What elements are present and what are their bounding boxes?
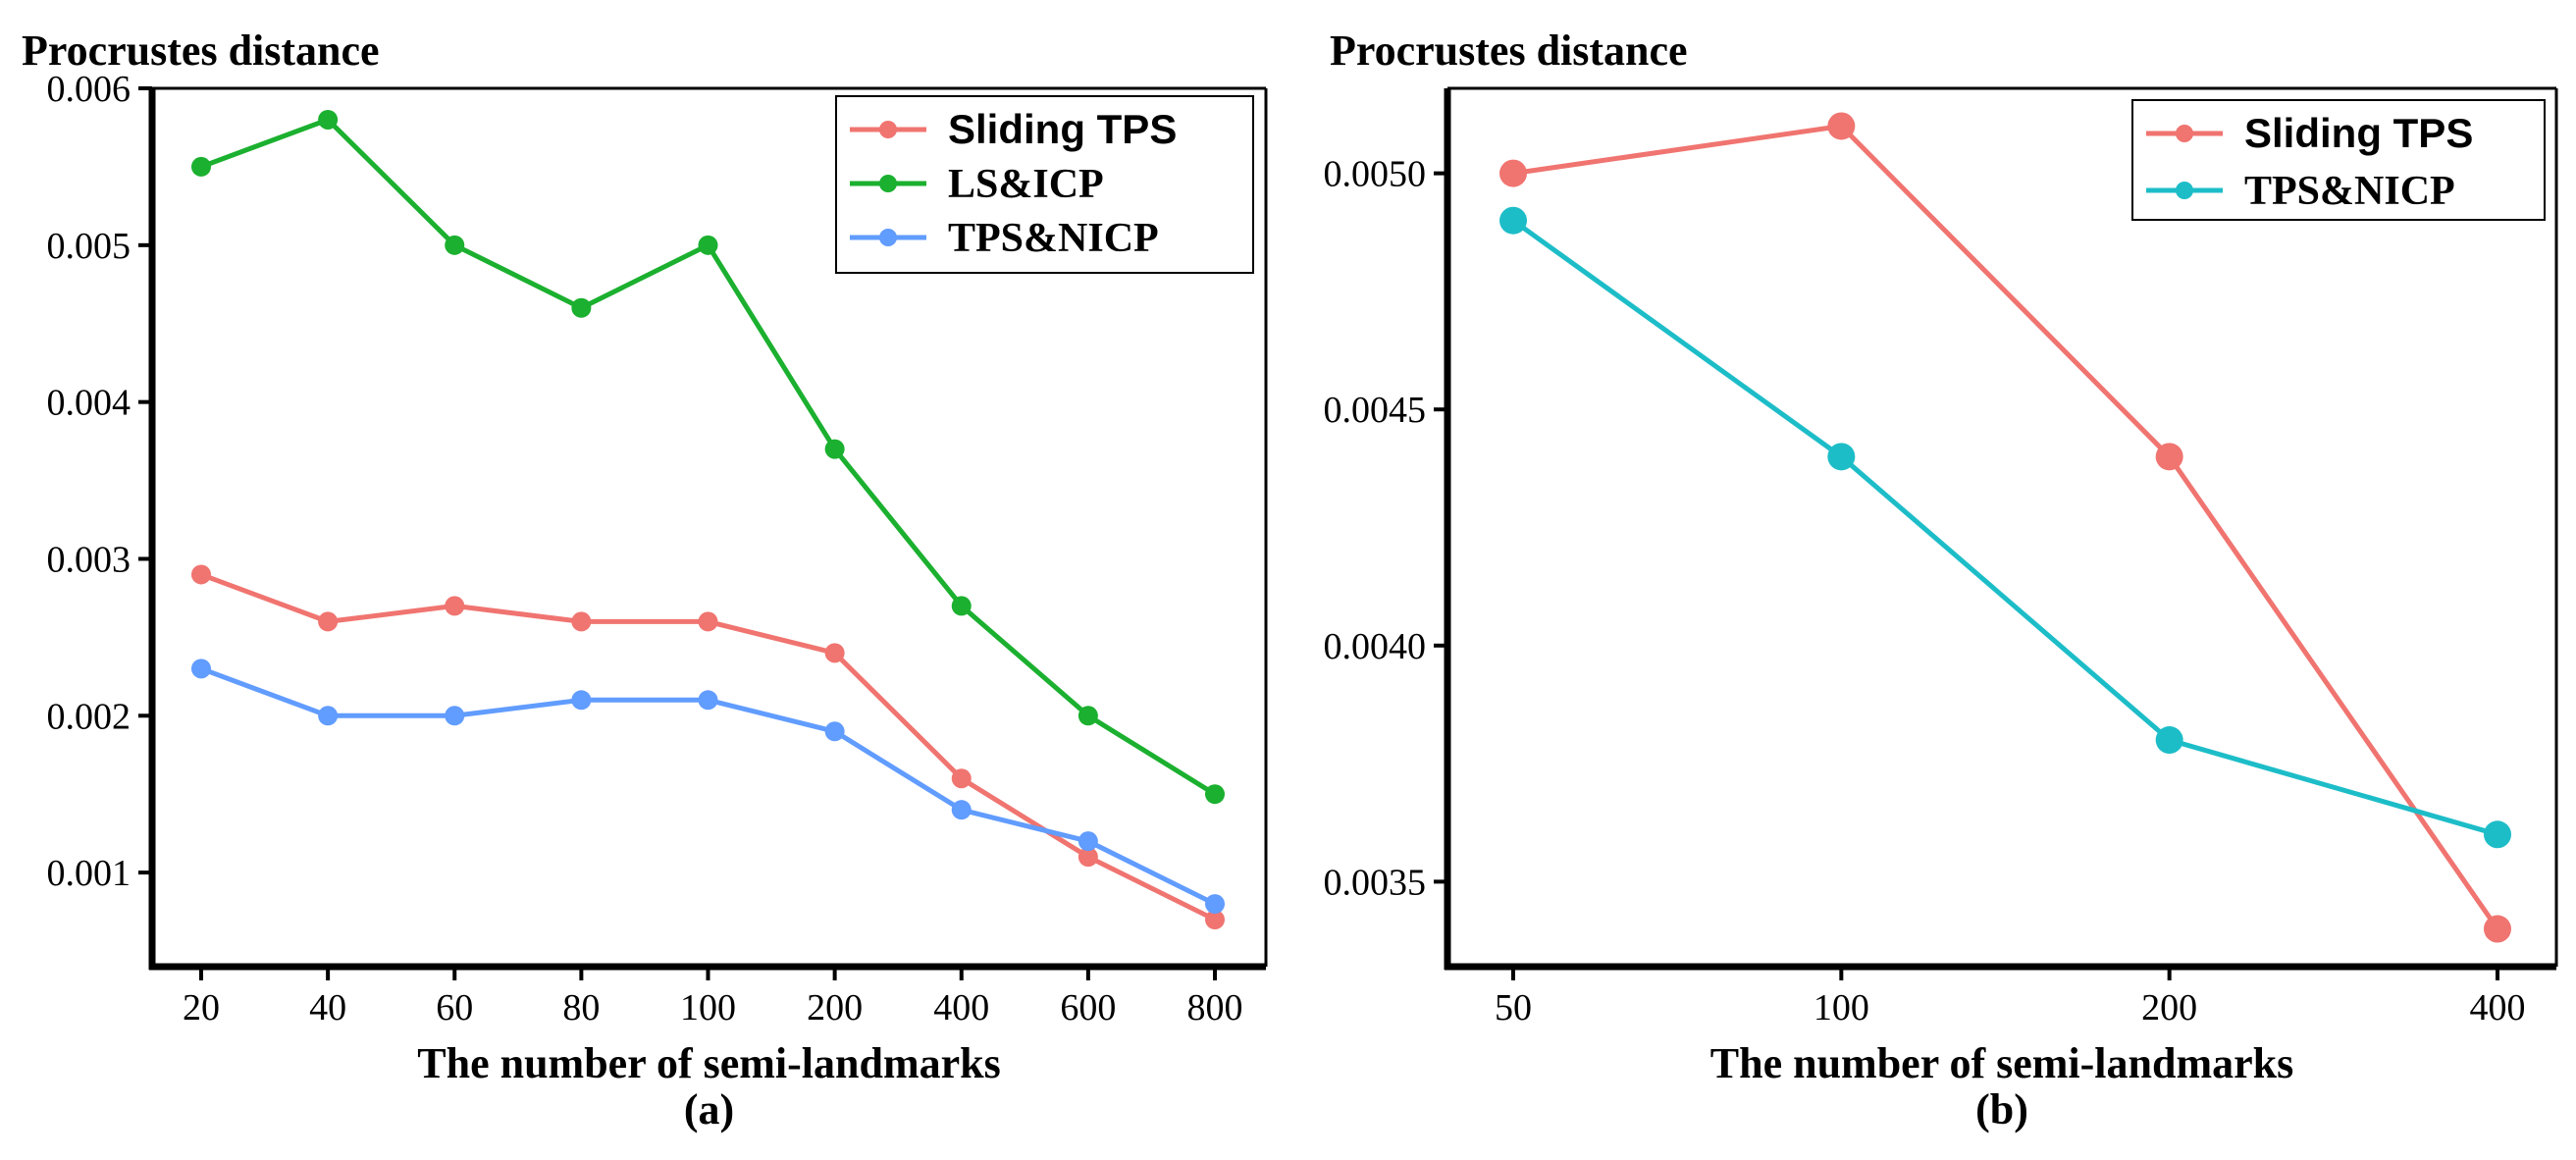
data-point: [698, 235, 718, 255]
data-point: [951, 596, 972, 616]
data-point: [318, 611, 339, 632]
data-point: [445, 706, 465, 726]
data-point: [2484, 915, 2511, 943]
legend-box: [2131, 99, 2546, 221]
data-point: [698, 611, 718, 632]
data-point: [1205, 894, 1225, 915]
y-tick-label: 0.0035: [1324, 862, 1427, 903]
data-point: [2484, 820, 2511, 849]
y-tick-label: 0.002: [47, 696, 131, 737]
data-point: [445, 596, 465, 616]
data-point: [1078, 847, 1098, 868]
data-point: [191, 564, 211, 585]
legend: Sliding TPS TPS&NICP: [2131, 99, 2546, 221]
data-point: [1499, 206, 1527, 235]
chart-title: Procrustes distance: [22, 26, 380, 75]
x-tick-label: 200: [2141, 987, 2197, 1028]
series-tps-nicp: [191, 659, 1225, 915]
legend-label: Sliding TPS: [2244, 110, 2473, 156]
series-line: [1511, 218, 2498, 837]
panel-caption: (a): [684, 1085, 734, 1134]
data-point: [191, 659, 211, 679]
x-tick-label: 600: [1060, 987, 1116, 1028]
data-point: [951, 800, 972, 820]
series-tps-nicp: [1499, 206, 2511, 849]
legend-swatch-marker: [2176, 125, 2193, 142]
legend-swatch-marker: [879, 121, 897, 138]
y-tick-label: 0.003: [47, 539, 131, 580]
data-point: [1827, 112, 1856, 140]
legend-swatch-marker: [879, 175, 897, 192]
series-ls-icp: [191, 109, 1225, 805]
x-tick-label: 800: [1187, 987, 1243, 1028]
data-point: [1205, 784, 1225, 805]
panel-a: Procrustes distance 0.001 0.002 0.003 0.004 0…: [22, 26, 1268, 1134]
y-tick-label: 0.006: [47, 69, 131, 110]
data-point: [951, 768, 972, 789]
x-tick-label: 50: [1495, 987, 1532, 1028]
legend-swatch-marker: [2176, 182, 2193, 199]
data-point: [2155, 443, 2183, 471]
y-tick-label: 0.001: [47, 853, 131, 894]
legend-label: TPS&NICP: [2244, 169, 2455, 214]
data-point: [571, 611, 592, 632]
data-point: [318, 706, 339, 726]
legend: Sliding TPS LS&ICP TPS&NICP: [835, 95, 1254, 274]
x-tick-label: 100: [1814, 987, 1869, 1028]
data-point: [1827, 443, 1856, 471]
series-sliding-tps: [1499, 112, 2511, 943]
x-tick-label: 40: [309, 987, 346, 1028]
data-point: [1078, 706, 1098, 726]
x-axis-label: The number of semi-landmarks: [417, 1039, 1000, 1087]
legend-label: TPS&NICP: [948, 216, 1159, 261]
panel-b: Procrustes distance 0.0035 0.0040 0.0045 0.0…: [1324, 26, 2558, 1134]
y-tick-label: 0.0040: [1324, 626, 1427, 667]
x-tick-label: 400: [2470, 987, 2526, 1028]
data-point: [191, 156, 211, 177]
series-line: [1512, 123, 2500, 930]
data-point: [1205, 910, 1225, 930]
x-tick-label: 100: [680, 987, 736, 1028]
y-tick-label: 0.0045: [1324, 390, 1427, 431]
panel-caption: (b): [1975, 1085, 2028, 1134]
x-tick-label: 80: [562, 987, 600, 1028]
x-tick-label: 400: [933, 987, 989, 1028]
data-point: [1499, 159, 1527, 187]
legend-label: Sliding TPS: [948, 106, 1177, 152]
data-point: [2155, 726, 2183, 755]
x-tick-label: 60: [436, 987, 473, 1028]
data-point: [1078, 831, 1098, 852]
y-tick-label: 0.005: [47, 226, 131, 267]
data-point: [318, 109, 339, 130]
x-tick-label: 20: [183, 987, 220, 1028]
data-point: [698, 690, 718, 711]
data-point: [571, 297, 592, 318]
y-tick-label: 0.004: [47, 383, 131, 424]
chart-title: Procrustes distance: [1330, 26, 1688, 75]
data-point: [571, 690, 592, 711]
data-point: [824, 643, 845, 663]
series-sliding-tps: [191, 564, 1225, 930]
y-tick-label: 0.0050: [1324, 154, 1427, 195]
data-point: [824, 439, 845, 459]
data-point: [445, 235, 465, 255]
legend-label: LS&ICP: [948, 162, 1104, 207]
x-axis-label: The number of semi-landmarks: [1710, 1039, 2293, 1087]
x-tick-label: 200: [807, 987, 863, 1028]
legend-swatch-marker: [879, 229, 897, 246]
data-point: [824, 721, 845, 742]
